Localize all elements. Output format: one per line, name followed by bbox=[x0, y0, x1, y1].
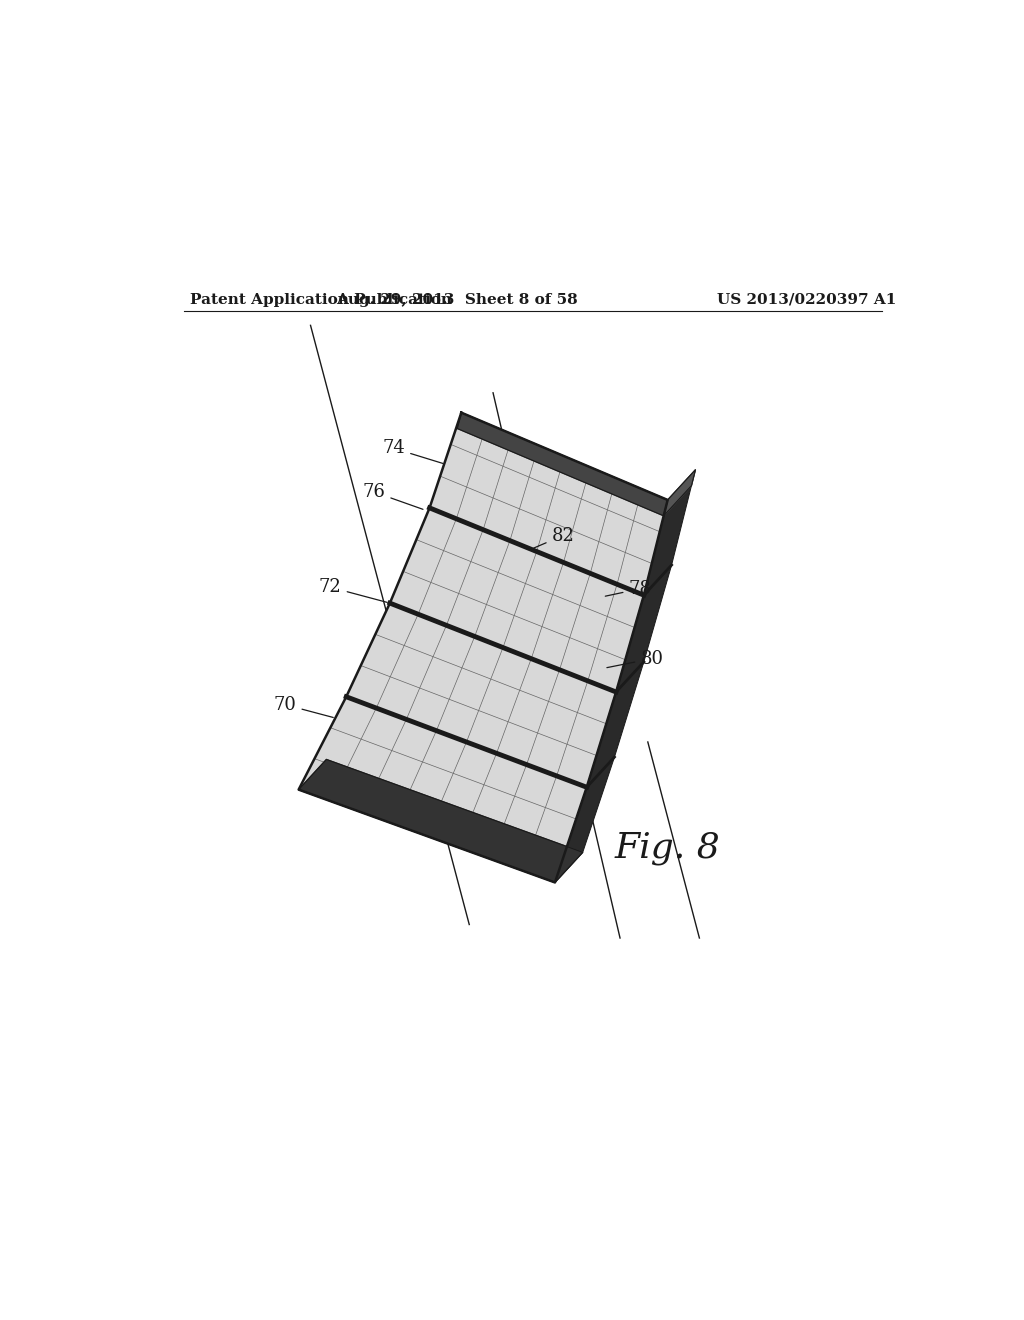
Polygon shape bbox=[299, 697, 587, 883]
Polygon shape bbox=[616, 565, 672, 692]
Text: Patent Application Publication: Patent Application Publication bbox=[189, 293, 452, 308]
Polygon shape bbox=[346, 603, 616, 787]
Text: 70: 70 bbox=[273, 696, 333, 718]
Polygon shape bbox=[390, 508, 644, 692]
Text: 74: 74 bbox=[383, 440, 442, 463]
Polygon shape bbox=[664, 470, 695, 516]
Polygon shape bbox=[430, 413, 668, 595]
Text: 78: 78 bbox=[605, 579, 651, 598]
Text: 76: 76 bbox=[362, 483, 423, 510]
Polygon shape bbox=[587, 661, 644, 787]
Text: 82: 82 bbox=[534, 527, 574, 548]
Polygon shape bbox=[458, 413, 668, 516]
Text: 72: 72 bbox=[319, 578, 387, 602]
Polygon shape bbox=[555, 758, 614, 883]
Polygon shape bbox=[299, 759, 583, 883]
Text: Fig. 8: Fig. 8 bbox=[614, 830, 721, 865]
Text: US 2013/0220397 A1: US 2013/0220397 A1 bbox=[717, 293, 896, 308]
Polygon shape bbox=[644, 470, 695, 595]
Text: 80: 80 bbox=[607, 649, 664, 668]
Text: Aug. 29, 2013  Sheet 8 of 58: Aug. 29, 2013 Sheet 8 of 58 bbox=[337, 293, 579, 308]
